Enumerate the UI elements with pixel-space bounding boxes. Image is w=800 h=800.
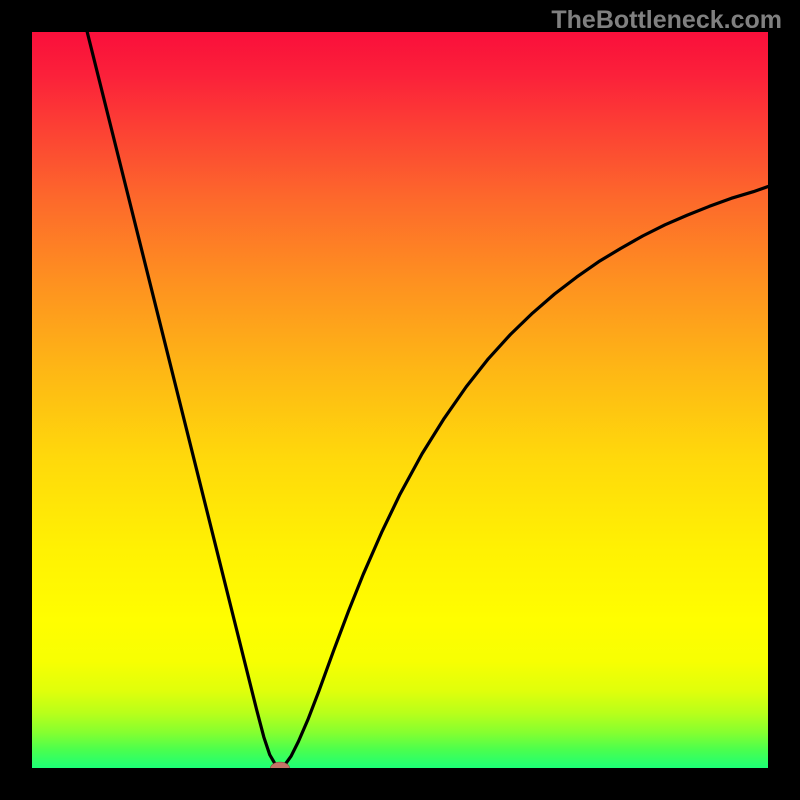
- gradient-background: [32, 32, 768, 768]
- plot-area: [32, 32, 768, 768]
- chart-svg: [32, 32, 768, 768]
- chart-frame: [0, 0, 800, 800]
- watermark-text: TheBottleneck.com: [551, 6, 782, 35]
